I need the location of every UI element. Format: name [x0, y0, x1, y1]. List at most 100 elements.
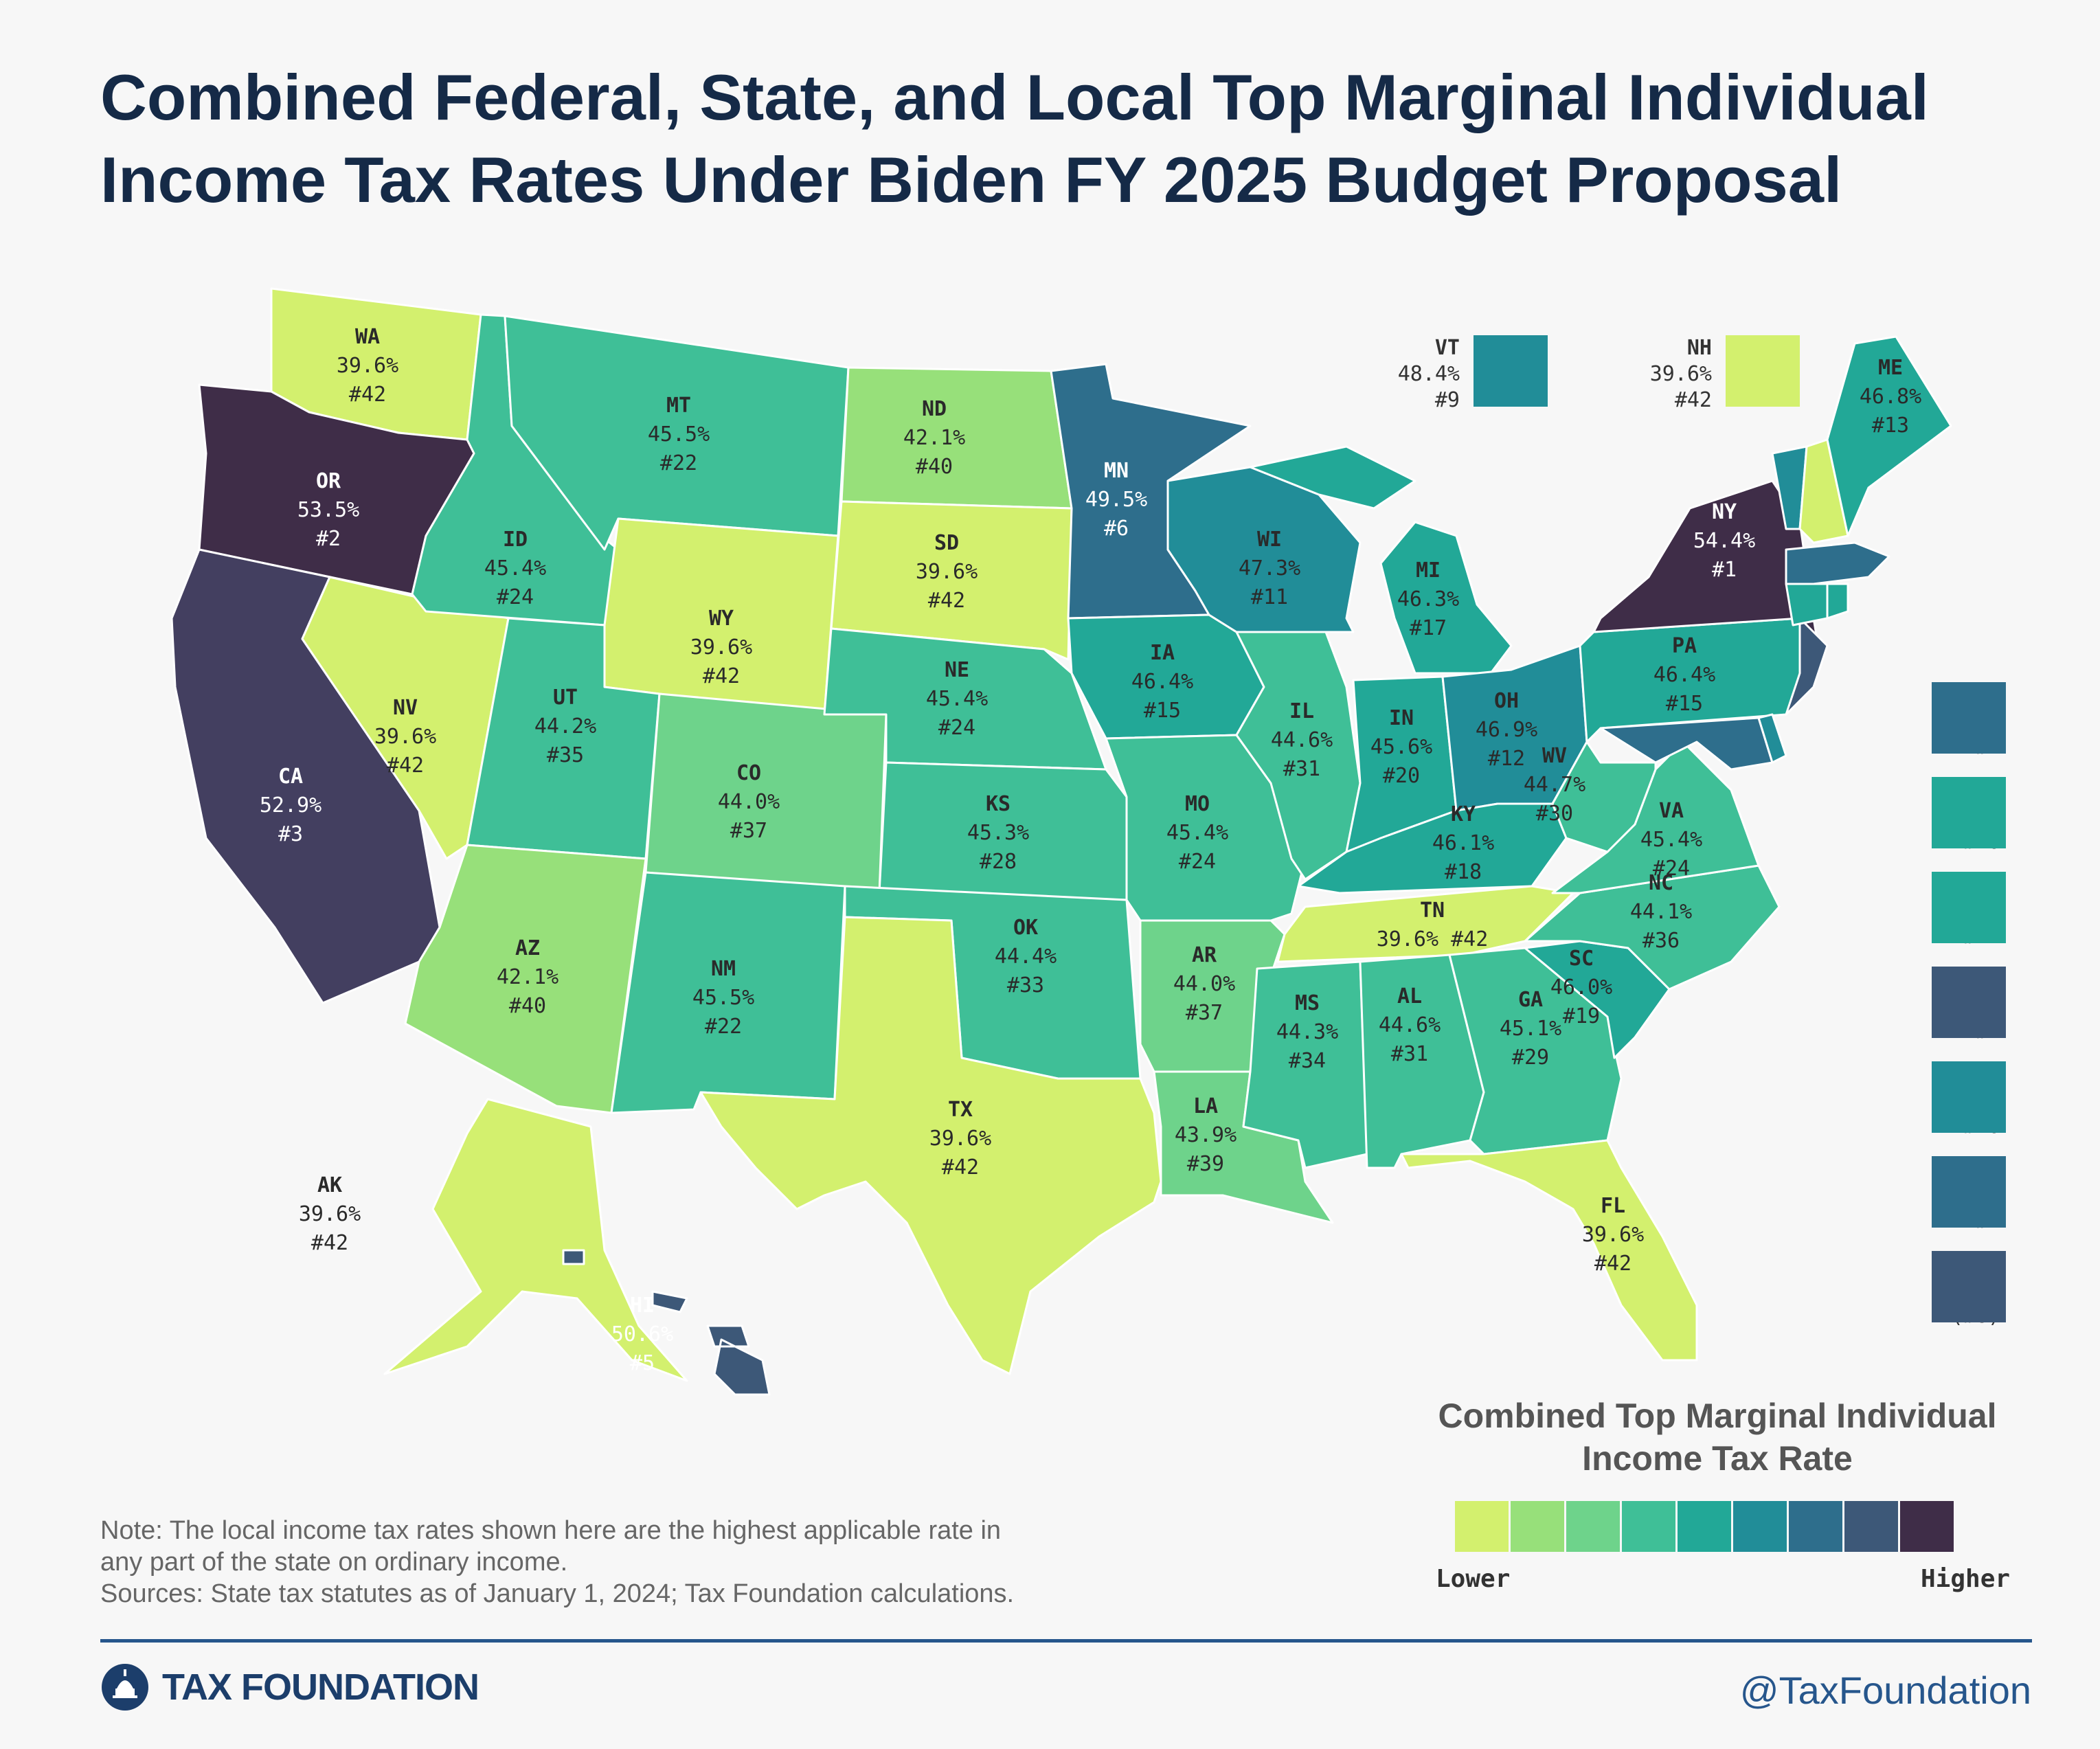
state-label-nd: ND 42.1% #40 [903, 397, 965, 479]
state-value: #5 [630, 1351, 655, 1375]
state-value: #3 [278, 822, 303, 846]
state-value: #13 [1872, 414, 1909, 438]
state-value: #28 [980, 850, 1017, 874]
state-label-ar: AR 44.0% #37 [1173, 943, 1235, 1025]
state-il[interactable] [1235, 631, 1362, 881]
legend-title: Combined Top Marginal Individual Income … [1415, 1395, 2020, 1480]
state-abbr: CO [736, 761, 761, 785]
state-abbr: UT [553, 686, 578, 710]
state-abbr: TN [1420, 899, 1445, 923]
state-ky[interactable] [1297, 802, 1568, 894]
state-value: 39.6% [1582, 1223, 1644, 1247]
scale-step [1900, 1501, 1956, 1552]
scale-step [1844, 1501, 1900, 1552]
state-label-wy: WY 39.6% #42 [690, 607, 752, 688]
inset-abbr: VT [1434, 336, 1460, 360]
capitol-dome-icon [102, 1664, 148, 1711]
scale-step [1566, 1501, 1622, 1552]
brand-logo[interactable]: TAX FOUNDATION [100, 1662, 479, 1712]
state-label-az: AZ 42.1% #40 [497, 936, 558, 1018]
state-abbr: WA [355, 325, 380, 349]
state-label-pa: PA 46.4% #15 [1653, 634, 1715, 716]
state-value: #24 [497, 585, 534, 609]
state-value: 46.1% [1432, 831, 1494, 855]
state-shapes [170, 287, 1952, 1396]
state-value: 45.6% [1370, 735, 1432, 759]
state-label-me: ME 46.8% #13 [1860, 356, 1921, 438]
state-ak[interactable] [383, 1098, 688, 1382]
state-sd[interactable] [830, 500, 1073, 661]
state-value: #17 [1410, 616, 1447, 640]
state-value: 50.6% [611, 1322, 673, 1346]
state-wv[interactable] [1551, 741, 1657, 853]
state-label-ut: UT 44.2% #35 [534, 686, 596, 767]
inset-swatch-de[interactable] [1932, 1061, 2006, 1133]
state-abbr: NY [1712, 500, 1737, 524]
state-value: #42 [349, 383, 386, 407]
inset-swatch-dc[interactable] [1932, 1251, 2006, 1322]
state-value: #31 [1283, 757, 1320, 781]
state-ri[interactable] [1826, 583, 1849, 620]
state-value: 39.6% [916, 560, 978, 584]
state-value: 52.9% [260, 793, 321, 817]
state-abbr: OK [1013, 916, 1038, 940]
state-tx[interactable] [699, 916, 1162, 1375]
state-value: #19 [1563, 1004, 1600, 1028]
inset-swatch-ct[interactable] [1932, 872, 2006, 943]
inset-swatch-md[interactable] [1932, 1156, 2006, 1228]
state-mi[interactable] [1249, 445, 1513, 675]
state-abbr: OH [1494, 689, 1519, 713]
state-value: #35 [547, 743, 584, 767]
state-fl[interactable] [1400, 1139, 1698, 1362]
scale-step [1455, 1501, 1511, 1552]
inset-abbr: NH [1686, 336, 1712, 360]
state-label-mt: MT 45.5% #22 [648, 394, 710, 475]
state-label-ga: GA 45.1% #29 [1500, 988, 1561, 1070]
state-value: 39.6% [929, 1127, 991, 1151]
state-abbr: HI [630, 1294, 655, 1318]
state-abbr: TX [948, 1098, 973, 1122]
legend-low-label: Lower [1436, 1565, 1511, 1593]
state-abbr: MT [666, 394, 691, 418]
state-abbr: NV [393, 696, 418, 720]
state-az[interactable] [404, 844, 647, 1114]
state-value: #31 [1391, 1042, 1428, 1066]
state-nh[interactable] [1798, 438, 1849, 544]
state-value: #42 [942, 1155, 979, 1180]
state-value: #33 [1007, 973, 1044, 997]
state-ma[interactable] [1785, 541, 1890, 585]
state-abbr: IL [1289, 699, 1314, 723]
state-nj[interactable] [1785, 617, 1829, 716]
state-me[interactable] [1826, 335, 1952, 537]
state-label-wi: WI 47.3% #11 [1239, 528, 1300, 609]
state-value: 39.6% [690, 635, 752, 659]
state-tn[interactable] [1276, 885, 1574, 963]
inset-swatch-nj[interactable] [1932, 967, 2006, 1038]
state-value: 42.1% [497, 965, 558, 989]
state-abbr: NM [711, 957, 736, 981]
social-handle[interactable]: @TaxFoundation [1739, 1669, 2031, 1712]
state-abbr: NE [945, 658, 969, 682]
state-label-ca: CA 52.9% #3 [260, 765, 321, 846]
state-label-oh: OH 46.9% #12 [1476, 689, 1537, 771]
title-line-1: Combined Federal, State, and Local Top M… [100, 61, 1929, 133]
state-label-hi: HI 50.6% #5 [611, 1294, 673, 1375]
state-hi[interactable] [562, 1249, 771, 1396]
inset-swatch-nh[interactable] [1726, 335, 1800, 407]
state-value: 39.6% [337, 354, 398, 378]
inset-swatch-vt[interactable] [1474, 335, 1548, 407]
state-abbr: MO [1185, 792, 1210, 816]
state-de[interactable] [1757, 713, 1787, 764]
state-value: #42 [311, 1231, 348, 1255]
state-label-ne: NE 45.4% #24 [926, 658, 988, 740]
state-value: 49.5% [1085, 488, 1147, 512]
state-value: #34 [1289, 1049, 1326, 1073]
inset-swatch-ma[interactable] [1932, 682, 2006, 754]
state-value: 39.6% [299, 1202, 361, 1226]
state-value: 45.4% [484, 556, 546, 580]
inset-swatch-ri[interactable] [1932, 777, 2006, 848]
state-abbr: KY [1451, 802, 1476, 826]
state-value: 44.0% [1173, 972, 1235, 996]
state-ct[interactable] [1785, 583, 1829, 627]
